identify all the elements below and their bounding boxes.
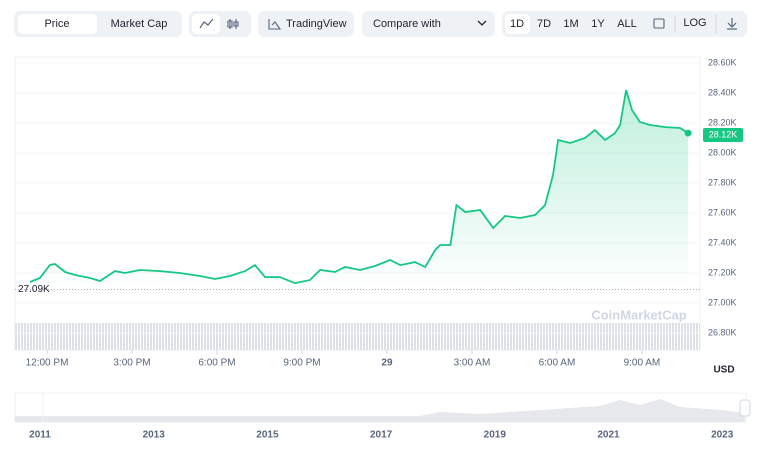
y-tick-label: 27.40K [708,237,737,247]
tv-icon [268,19,282,30]
navigator-area [15,399,745,422]
x-tick-label: 9:00 AM [624,358,661,369]
y-tick-label: 28.60K [708,57,737,67]
watermark: CoinMarketCap [591,307,686,322]
y-tick-label: 27.20K [708,267,737,277]
price-line [29,89,689,285]
range-group [502,11,747,37]
navigator-tick-label: 2023 [711,430,734,441]
tab[interactable]: Market Cap [111,18,168,30]
volume-bars [15,323,700,350]
compare-select[interactable] [362,11,495,37]
tab[interactable]: Price [44,18,69,30]
y-tick-label: 27.80K [708,177,737,187]
range-active[interactable] [505,14,530,34]
navigator-tick-label: 2015 [256,430,279,441]
navigator-tick-label: 2013 [143,430,166,441]
x-tick-label: 6:00 AM [539,358,576,369]
navigator-tick-label: 2019 [484,430,507,441]
range[interactable]: 1M [563,18,578,30]
candle-icon[interactable] [227,19,239,29]
compare-label[interactable]: Compare with [373,18,441,30]
chevron [477,20,487,26]
current-badge [703,128,743,143]
range[interactable]: 1D [510,18,524,30]
y-tick-label: 27.60K [708,207,737,217]
tab-active[interactable] [18,14,97,34]
currency: USD [713,365,734,376]
tradingview-label[interactable]: TradingView [286,18,347,30]
x-tick-label: 3:00 AM [454,358,491,369]
download-icon[interactable] [727,18,737,30]
y-tick-label: 28.20K [708,117,737,127]
tradingview-button[interactable] [258,11,354,37]
x-tick-label: 3:00 PM [113,358,150,369]
x-tick-label: 9:00 PM [283,358,320,369]
open-label: 27.09K [18,284,50,295]
navigator-handle[interactable] [739,399,751,417]
last-point [684,129,692,137]
line-icon [199,18,214,29]
y-tick-label: 26.80K [708,327,737,337]
y-tick-label: 28.40K [708,87,737,97]
navigator-tick-label: 2017 [370,430,393,441]
range[interactable]: ALL [617,18,637,30]
navigator-tick-label: 2021 [597,430,620,441]
calendar-icon[interactable] [653,18,665,29]
x-tick-label: 29 [381,358,393,369]
x-tick-label: 6:00 PM [198,358,235,369]
range[interactable]: 1Y [591,18,605,30]
navigator-tick-label: 2011 [29,430,51,441]
y-tick-label: 27.00K [708,297,737,307]
range[interactable]: 7D [537,18,551,30]
current-label: 28.12K [709,129,738,139]
log-button[interactable]: LOG [683,17,706,29]
y-tick-label: 28.00K [708,147,737,157]
x-tick-label: 12:00 PM [26,358,69,369]
area [30,90,689,290]
